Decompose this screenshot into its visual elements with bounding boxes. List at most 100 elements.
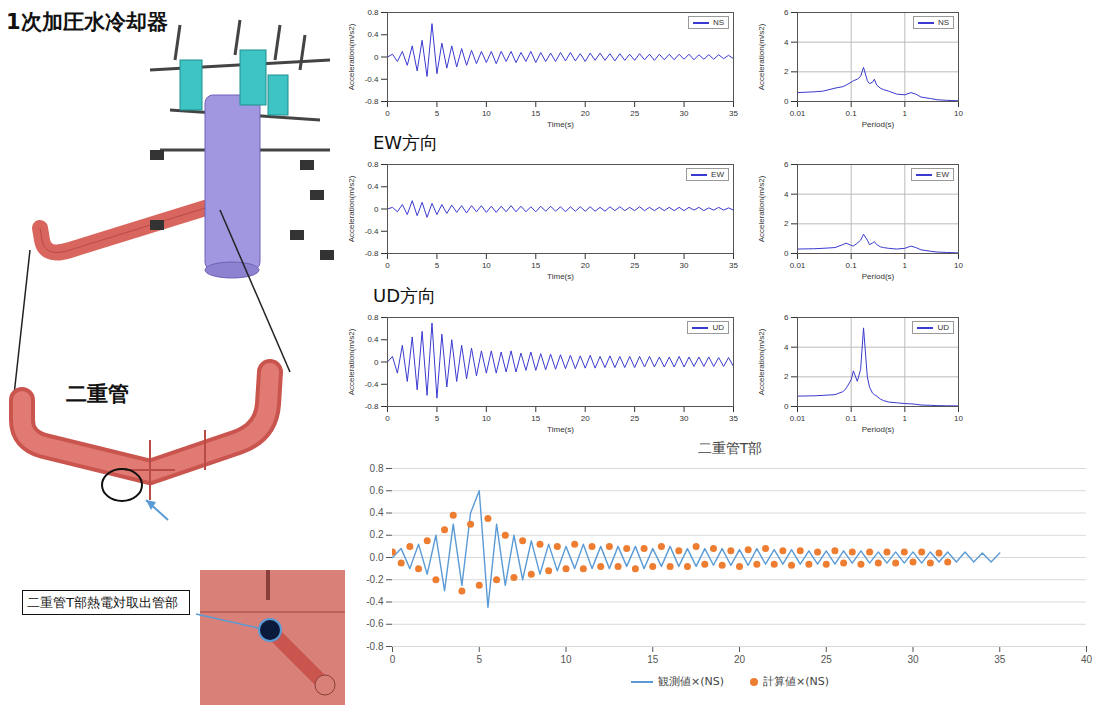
svg-text:1: 1 bbox=[903, 109, 908, 118]
svg-text:2: 2 bbox=[784, 67, 789, 76]
svg-text:35: 35 bbox=[729, 414, 738, 423]
svg-text:Period(s): Period(s) bbox=[862, 120, 895, 129]
svg-text:6: 6 bbox=[784, 8, 789, 17]
svg-text:2: 2 bbox=[784, 372, 789, 381]
svg-text:0.4: 0.4 bbox=[367, 182, 379, 191]
html-text:1次加圧水冷却器: 1次加圧水冷却器 bbox=[6, 10, 168, 34]
svg-text:Acceleration(m/s2): Acceleration(m/s2) bbox=[347, 175, 356, 242]
svg-text:6: 6 bbox=[784, 160, 789, 169]
svg-text:0.8: 0.8 bbox=[367, 8, 379, 17]
svg-text:-0.8: -0.8 bbox=[366, 641, 384, 652]
svg-text:15: 15 bbox=[531, 109, 540, 118]
svg-text:20: 20 bbox=[734, 654, 746, 665]
svg-text:15: 15 bbox=[531, 261, 540, 270]
svg-text:Acceleration(m/s2): Acceleration(m/s2) bbox=[757, 328, 766, 395]
svg-text:-0.8: -0.8 bbox=[365, 249, 379, 258]
svg-text:0.01: 0.01 bbox=[790, 109, 806, 118]
svg-text:10: 10 bbox=[560, 654, 572, 665]
svg-text:0: 0 bbox=[784, 249, 789, 258]
svg-text:0: 0 bbox=[374, 53, 379, 62]
svg-text:2: 2 bbox=[784, 219, 789, 228]
svg-text:1: 1 bbox=[903, 414, 908, 423]
svg-text:0.6: 0.6 bbox=[370, 485, 384, 496]
svg-text:0.8: 0.8 bbox=[367, 160, 379, 169]
svg-text:Time(s): Time(s) bbox=[547, 120, 574, 129]
svg-text:0: 0 bbox=[374, 358, 379, 367]
html-text:二重管: 二重管 bbox=[66, 382, 129, 406]
html-text:EW方向: EW方向 bbox=[373, 132, 439, 153]
svg-text:0.1: 0.1 bbox=[846, 414, 858, 423]
svg-text:-0.2: -0.2 bbox=[366, 574, 384, 585]
svg-text:6: 6 bbox=[784, 313, 789, 322]
svg-text:0.1: 0.1 bbox=[846, 109, 858, 118]
svg-text:0.01: 0.01 bbox=[790, 261, 806, 270]
svg-text:5: 5 bbox=[435, 261, 440, 270]
svg-text:0: 0 bbox=[374, 205, 379, 214]
svg-text:Acceleration(m/s2): Acceleration(m/s2) bbox=[757, 175, 766, 242]
svg-text:10: 10 bbox=[954, 261, 963, 270]
svg-text:0.4: 0.4 bbox=[370, 507, 384, 518]
svg-text:4: 4 bbox=[784, 190, 789, 199]
svg-text:35: 35 bbox=[729, 261, 738, 270]
svg-text:15: 15 bbox=[647, 654, 659, 665]
svg-text:Period(s): Period(s) bbox=[862, 425, 895, 434]
svg-text:-0.6: -0.6 bbox=[366, 618, 384, 629]
svg-text:-0.4: -0.4 bbox=[365, 75, 379, 84]
svg-text:Period(s): Period(s) bbox=[862, 272, 895, 281]
svg-text:40: 40 bbox=[1081, 654, 1093, 665]
svg-text:Time(s): Time(s) bbox=[547, 272, 574, 281]
svg-text:30: 30 bbox=[680, 414, 689, 423]
svg-text:0.1: 0.1 bbox=[846, 261, 858, 270]
html-text:二重管T部熱電対取出管部: 二重管T部熱電対取出管部 bbox=[27, 595, 178, 610]
svg-text:0: 0 bbox=[385, 414, 390, 423]
svg-text:0.01: 0.01 bbox=[790, 414, 806, 423]
svg-text:Acceleration(m/s2): Acceleration(m/s2) bbox=[347, 23, 356, 90]
svg-text:-0.8: -0.8 bbox=[365, 97, 379, 106]
svg-text:-0.4: -0.4 bbox=[365, 227, 379, 236]
svg-text:0.8: 0.8 bbox=[370, 463, 384, 474]
svg-text:-0.8: -0.8 bbox=[365, 402, 379, 411]
svg-text:5: 5 bbox=[476, 654, 482, 665]
svg-text:5: 5 bbox=[435, 414, 440, 423]
svg-text:20: 20 bbox=[581, 261, 590, 270]
svg-text:0.4: 0.4 bbox=[367, 30, 379, 39]
svg-text:-0.4: -0.4 bbox=[365, 380, 379, 389]
svg-text:30: 30 bbox=[680, 261, 689, 270]
svg-text:25: 25 bbox=[630, 109, 639, 118]
html-text:観測値×(NS): 観測値×(NS) bbox=[658, 675, 724, 688]
svg-text:Acceleration(m/s2): Acceleration(m/s2) bbox=[757, 23, 766, 90]
svg-text:Time(s): Time(s) bbox=[547, 425, 574, 434]
svg-text:Acceleration(m/s2): Acceleration(m/s2) bbox=[347, 328, 356, 395]
svg-text:10: 10 bbox=[954, 109, 963, 118]
svg-text:0.0: 0.0 bbox=[370, 552, 384, 563]
svg-text:4: 4 bbox=[784, 38, 789, 47]
svg-text:20: 20 bbox=[581, 414, 590, 423]
svg-text:0: 0 bbox=[784, 402, 789, 411]
html-text:二重管T部: 二重管T部 bbox=[697, 440, 763, 456]
svg-text:0: 0 bbox=[385, 261, 390, 270]
svg-text:-0.4: -0.4 bbox=[366, 596, 384, 607]
svg-text:0: 0 bbox=[390, 654, 396, 665]
svg-text:10: 10 bbox=[482, 109, 491, 118]
svg-text:1: 1 bbox=[903, 261, 908, 270]
svg-text:0.4: 0.4 bbox=[367, 335, 379, 344]
svg-text:10: 10 bbox=[954, 414, 963, 423]
svg-text:0.8: 0.8 bbox=[367, 313, 379, 322]
svg-text:25: 25 bbox=[821, 654, 833, 665]
svg-text:0: 0 bbox=[385, 109, 390, 118]
svg-text:35: 35 bbox=[729, 109, 738, 118]
svg-text:25: 25 bbox=[630, 414, 639, 423]
svg-text:25: 25 bbox=[630, 261, 639, 270]
svg-text:0: 0 bbox=[784, 97, 789, 106]
svg-text:10: 10 bbox=[482, 414, 491, 423]
svg-text:5: 5 bbox=[435, 109, 440, 118]
svg-text:0.2: 0.2 bbox=[370, 529, 384, 540]
html-text:UD方向: UD方向 bbox=[373, 285, 436, 306]
svg-text:4: 4 bbox=[784, 343, 789, 352]
svg-text:30: 30 bbox=[907, 654, 919, 665]
svg-text:30: 30 bbox=[680, 109, 689, 118]
svg-text:10: 10 bbox=[482, 261, 491, 270]
svg-text:15: 15 bbox=[531, 414, 540, 423]
svg-text:20: 20 bbox=[581, 109, 590, 118]
svg-text:35: 35 bbox=[994, 654, 1006, 665]
